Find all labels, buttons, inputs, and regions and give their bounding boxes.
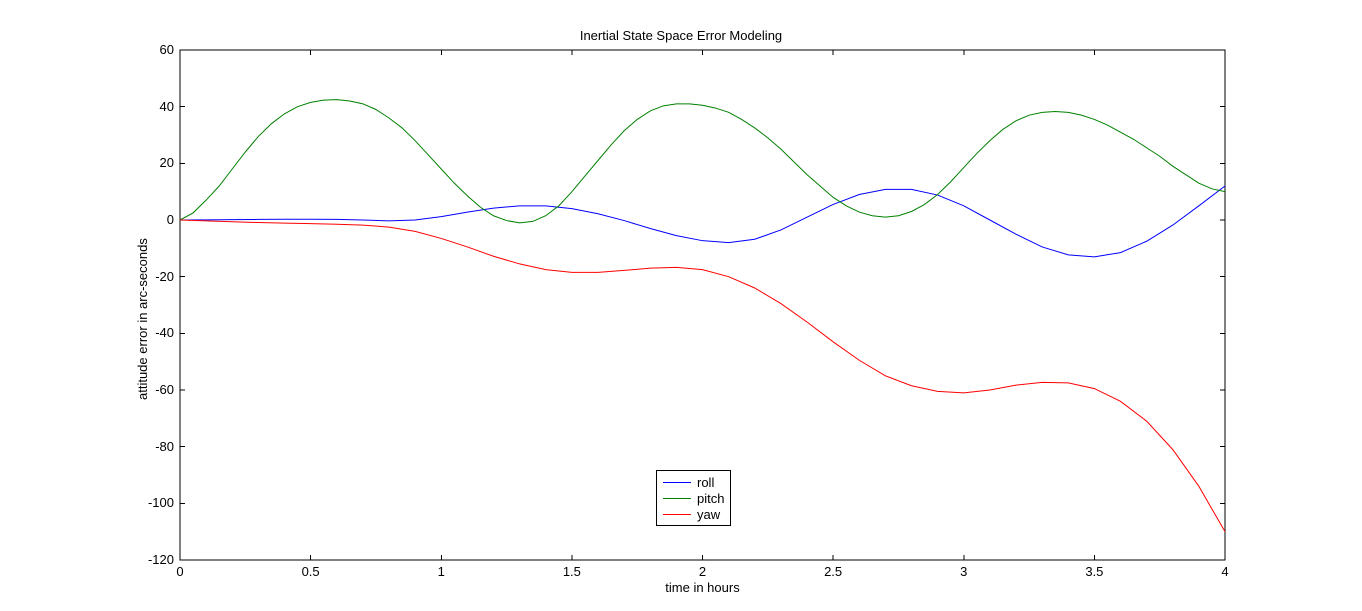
y-tick-label: -100 — [130, 495, 174, 510]
y-tick-label: 60 — [130, 42, 174, 57]
x-tick-label: 3 — [944, 564, 984, 579]
x-tick-label: 1.5 — [552, 564, 592, 579]
x-tick-label: 2.5 — [813, 564, 853, 579]
x-tick-label: 2 — [683, 564, 723, 579]
y-tick-label: 0 — [130, 212, 174, 227]
x-tick-label: 4 — [1205, 564, 1245, 579]
x-tick-label: 0.5 — [291, 564, 331, 579]
legend-item-yaw: yaw — [663, 506, 724, 522]
legend-swatch — [663, 498, 691, 499]
legend: rollpitchyaw — [656, 470, 731, 526]
y-tick-label: -60 — [130, 382, 174, 397]
y-tick-label: 40 — [130, 99, 174, 114]
legend-label: roll — [697, 475, 714, 490]
y-tick-label: 20 — [130, 155, 174, 170]
x-tick-label: 1 — [421, 564, 461, 579]
legend-label: pitch — [697, 491, 724, 506]
legend-swatch — [663, 514, 691, 515]
legend-item-roll: roll — [663, 474, 724, 490]
y-tick-label: -120 — [130, 552, 174, 567]
y-tick-label: -20 — [130, 269, 174, 284]
y-tick-label: -40 — [130, 325, 174, 340]
legend-swatch — [663, 482, 691, 483]
x-tick-label: 3.5 — [1074, 564, 1114, 579]
legend-label: yaw — [697, 507, 720, 522]
figure: Inertial State Space Error Modeling atti… — [0, 0, 1362, 611]
y-tick-label: -80 — [130, 439, 174, 454]
series-roll — [180, 186, 1225, 257]
series-pitch — [180, 100, 1225, 223]
legend-item-pitch: pitch — [663, 490, 724, 506]
